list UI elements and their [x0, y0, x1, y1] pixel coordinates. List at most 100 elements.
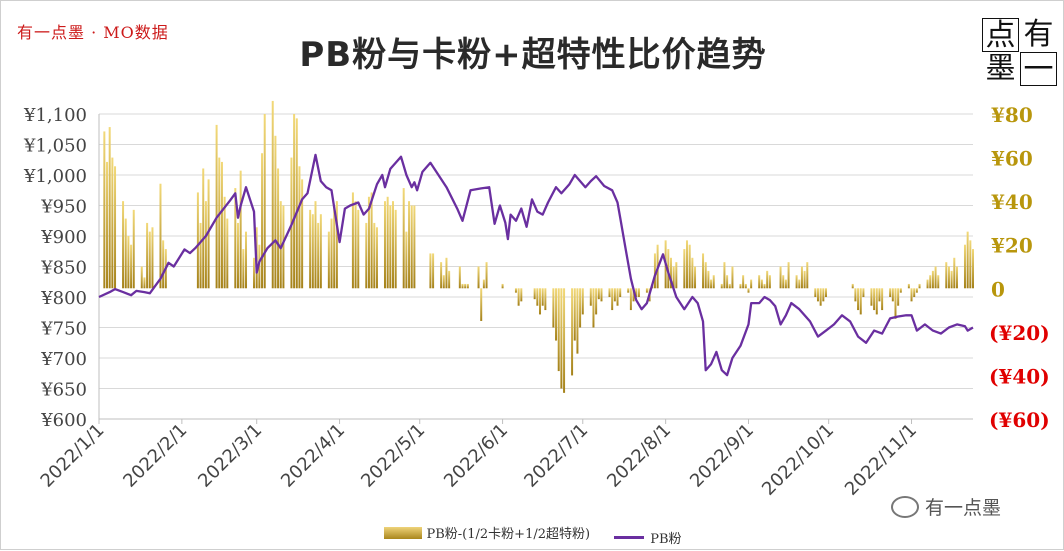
pb-price-line — [98, 153, 974, 377]
spread-bar — [124, 218, 127, 289]
spread-bar — [357, 209, 360, 289]
x-tick-label: 2022/2/1 — [119, 420, 191, 492]
spread-bar — [309, 209, 312, 289]
spread-bar — [514, 288, 517, 293]
spread-bar — [333, 205, 336, 289]
spread-bar — [766, 270, 769, 289]
spread-bar — [972, 249, 974, 289]
spread-bar — [597, 288, 600, 300]
spread-bar — [611, 288, 614, 311]
spread-bar — [442, 275, 445, 289]
spread-bar — [122, 201, 125, 289]
logo-char: 有 — [1023, 17, 1054, 52]
legend-item-pb: PB粉 — [614, 528, 682, 547]
spread-bar — [918, 283, 921, 289]
spread-bar — [402, 188, 405, 289]
spread-bar — [627, 288, 630, 293]
spread-bar — [539, 288, 542, 315]
spread-bar — [969, 240, 972, 289]
brand-label: 有一点墨 · MO数据 — [17, 23, 169, 42]
spread-bar — [103, 131, 106, 289]
spread-bar — [710, 279, 713, 289]
spread-bar — [608, 288, 611, 297]
spread-bar — [405, 231, 408, 289]
spread-bar — [910, 288, 913, 302]
y-tick-label-left: ¥850 — [40, 258, 87, 279]
y-tick-label-right: 0 — [991, 277, 1005, 301]
spread-bar — [253, 257, 256, 289]
logo-char: 点 — [982, 18, 1019, 53]
spread-bar — [822, 288, 825, 302]
logo-stamp: 点 有 墨 一 — [982, 17, 1058, 87]
spread-bar — [207, 179, 210, 289]
spread-bar — [234, 188, 237, 289]
y-tick-label-left: ¥1,000 — [23, 166, 87, 187]
spread-bar — [899, 288, 902, 293]
spread-bar — [579, 288, 582, 328]
spread-bar — [301, 179, 304, 289]
spread-bar — [726, 275, 729, 289]
spread-bar — [282, 205, 285, 289]
spread-bar — [897, 288, 900, 306]
spread-bar — [480, 288, 483, 321]
x-tick-label: 2022/3/1 — [194, 420, 266, 492]
logo-char: 墨 — [985, 51, 1016, 86]
spread-bar — [541, 288, 544, 306]
spread-bar — [413, 205, 416, 289]
spread-bar — [245, 231, 248, 289]
spread-bar — [448, 270, 451, 289]
spread-bar — [236, 222, 239, 289]
spread-bar — [485, 262, 488, 289]
spread-bar — [619, 288, 622, 297]
spread-bar — [375, 227, 378, 289]
y-tick-label-left: ¥600 — [40, 410, 87, 431]
spread-bar — [929, 275, 932, 289]
spread-bar — [720, 283, 723, 289]
spread-bar — [220, 161, 223, 289]
spread-bar — [653, 253, 656, 289]
wechat-icon — [891, 495, 919, 518]
spread-bar — [146, 222, 149, 289]
spread-bar — [851, 283, 854, 289]
spread-bar — [814, 288, 817, 297]
spread-bar — [560, 288, 563, 389]
spread-bar — [263, 114, 266, 289]
spread-bar — [645, 288, 648, 293]
spread-bar — [870, 288, 873, 306]
spread-bar — [202, 168, 205, 289]
spread-bar — [373, 222, 376, 289]
spread-bar — [432, 253, 435, 289]
y-tick-label-left: ¥900 — [40, 227, 87, 248]
spread-bar — [581, 288, 584, 315]
spread-bar — [533, 288, 536, 300]
spread-bar — [319, 214, 322, 289]
spread-bar — [744, 283, 747, 289]
spread-bar — [127, 236, 130, 289]
spread-bar — [106, 161, 109, 289]
spread-bar — [215, 124, 218, 289]
spread-bar — [204, 201, 207, 289]
spread-bar — [571, 288, 574, 376]
spread-bar — [440, 262, 443, 289]
spread-bar — [477, 266, 480, 289]
spread-bar — [327, 231, 330, 289]
x-tick-label: 2022/11/1 — [841, 420, 921, 500]
x-tick-label: 2022/9/1 — [686, 420, 758, 492]
spread-bar — [862, 288, 865, 297]
spread-bar — [635, 288, 638, 297]
spread-bar — [162, 240, 165, 289]
spread-bar — [691, 257, 694, 289]
spread-bar — [931, 270, 934, 289]
spread-bar — [824, 288, 827, 297]
spread-bar — [501, 283, 504, 289]
spread-bar — [915, 288, 918, 293]
spread-bar — [686, 240, 689, 289]
spread-bar — [616, 288, 619, 306]
spread-bar — [314, 201, 317, 289]
spread-bar — [795, 275, 798, 289]
spread-bar — [675, 262, 678, 289]
spread-bar — [947, 266, 950, 289]
logo-char: 一 — [1020, 52, 1057, 87]
spread-bar — [934, 266, 937, 289]
spread-bar — [688, 244, 691, 289]
